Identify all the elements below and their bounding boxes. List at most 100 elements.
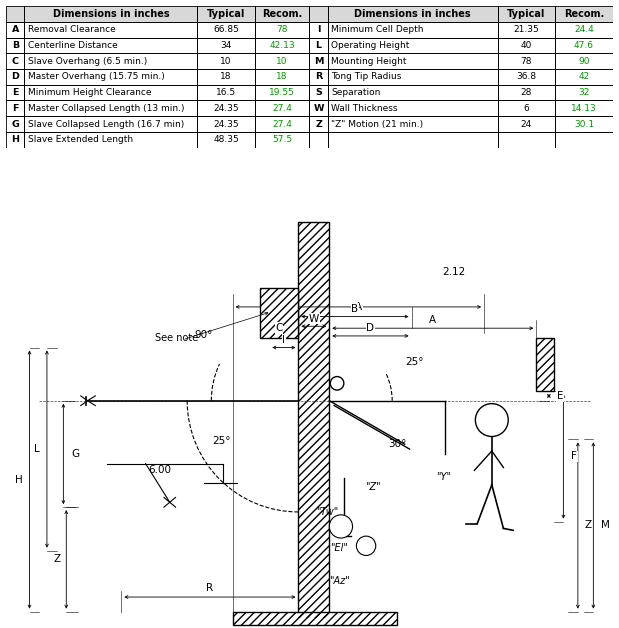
- Bar: [310, 85, 327, 100]
- Bar: [255, 69, 310, 85]
- Text: B: B: [12, 41, 19, 50]
- Bar: [327, 6, 498, 22]
- Text: Slave Collapsed Length (16.7 min): Slave Collapsed Length (16.7 min): [28, 119, 184, 129]
- Bar: [233, 612, 397, 625]
- Bar: [6, 38, 24, 53]
- Text: 2.12: 2.12: [443, 267, 465, 277]
- Circle shape: [475, 404, 508, 436]
- Bar: [555, 85, 613, 100]
- Bar: [255, 38, 310, 53]
- Text: Minimum Cell Depth: Minimum Cell Depth: [331, 25, 424, 35]
- Text: I: I: [317, 25, 321, 35]
- Bar: [310, 53, 327, 69]
- Text: L: L: [35, 444, 40, 454]
- Text: See note: See note: [155, 333, 198, 343]
- Text: 14.13: 14.13: [571, 104, 597, 113]
- Text: A: A: [12, 25, 19, 35]
- Bar: [498, 116, 555, 132]
- Bar: [197, 53, 255, 69]
- Bar: [6, 85, 24, 100]
- Text: 78: 78: [521, 57, 532, 66]
- Text: A: A: [355, 302, 362, 312]
- Text: Typical: Typical: [507, 9, 545, 19]
- Bar: [310, 6, 327, 22]
- Bar: [255, 132, 310, 148]
- Text: 10: 10: [277, 57, 288, 66]
- Bar: [327, 53, 498, 69]
- Text: 24.4: 24.4: [574, 25, 594, 35]
- Text: E: E: [12, 88, 19, 97]
- Text: Centerline Distance: Centerline Distance: [28, 41, 118, 50]
- Bar: [498, 6, 555, 22]
- Text: E: E: [556, 391, 563, 401]
- Bar: [498, 6, 555, 22]
- Text: Mounting Height: Mounting Height: [331, 57, 407, 66]
- Bar: [197, 116, 255, 132]
- Bar: [197, 38, 255, 53]
- Bar: [327, 116, 498, 132]
- Circle shape: [357, 536, 376, 556]
- Text: Slave Overhang (6.5 min.): Slave Overhang (6.5 min.): [28, 57, 147, 66]
- Text: Tong Tip Radius: Tong Tip Radius: [331, 72, 402, 82]
- Bar: [6, 116, 24, 132]
- Bar: [197, 22, 255, 38]
- Bar: [6, 6, 24, 22]
- Text: D: D: [11, 72, 19, 82]
- Bar: [310, 38, 327, 53]
- Bar: [555, 100, 613, 116]
- Text: 6: 6: [524, 104, 529, 113]
- Text: Dimensions in inches: Dimensions in inches: [354, 9, 471, 19]
- Text: Recom.: Recom.: [564, 9, 604, 19]
- Text: 36.8: 36.8: [516, 72, 537, 82]
- Bar: [260, 288, 298, 338]
- Bar: [498, 100, 555, 116]
- Text: Master Collapsed Length (13 min.): Master Collapsed Length (13 min.): [28, 104, 184, 113]
- Bar: [555, 132, 613, 148]
- Text: 30.1: 30.1: [574, 119, 594, 129]
- Text: 24.35: 24.35: [214, 119, 239, 129]
- Bar: [298, 222, 329, 619]
- Bar: [197, 69, 255, 85]
- Bar: [327, 38, 498, 53]
- Text: 27.4: 27.4: [272, 104, 292, 113]
- Bar: [255, 22, 310, 38]
- Bar: [255, 53, 310, 69]
- Circle shape: [329, 515, 353, 538]
- Bar: [24, 38, 197, 53]
- Bar: [255, 100, 310, 116]
- Text: S: S: [315, 88, 322, 97]
- Bar: [6, 69, 24, 85]
- Text: Operating Height: Operating Height: [331, 41, 410, 50]
- Text: 32: 32: [578, 88, 590, 97]
- Text: 42.13: 42.13: [269, 41, 295, 50]
- Text: "Z": "Z": [365, 482, 381, 492]
- Bar: [197, 6, 255, 22]
- Text: 24.35: 24.35: [214, 104, 239, 113]
- Bar: [24, 22, 197, 38]
- Text: 19.55: 19.55: [269, 88, 295, 97]
- Bar: [24, 53, 197, 69]
- Bar: [298, 222, 329, 619]
- Bar: [255, 116, 310, 132]
- Bar: [498, 38, 555, 53]
- Text: "Az": "Az": [329, 577, 349, 587]
- Text: 48.35: 48.35: [213, 135, 239, 144]
- Text: "Y": "Y": [436, 472, 451, 482]
- Bar: [327, 22, 498, 38]
- Text: G: G: [11, 119, 19, 129]
- Text: 40: 40: [521, 41, 532, 50]
- Text: A: A: [429, 315, 436, 325]
- Bar: [6, 100, 24, 116]
- Bar: [310, 6, 327, 22]
- Text: "Tw": "Tw": [316, 507, 339, 517]
- Text: Removal Clearance: Removal Clearance: [28, 25, 116, 35]
- Text: Minimum Height Clearance: Minimum Height Clearance: [28, 88, 152, 97]
- Text: R: R: [315, 72, 322, 82]
- Bar: [310, 116, 327, 132]
- Bar: [255, 85, 310, 100]
- Bar: [555, 6, 613, 22]
- Text: Z: Z: [53, 555, 61, 565]
- Bar: [6, 132, 24, 148]
- Bar: [536, 338, 554, 391]
- Text: 6.00: 6.00: [149, 465, 171, 475]
